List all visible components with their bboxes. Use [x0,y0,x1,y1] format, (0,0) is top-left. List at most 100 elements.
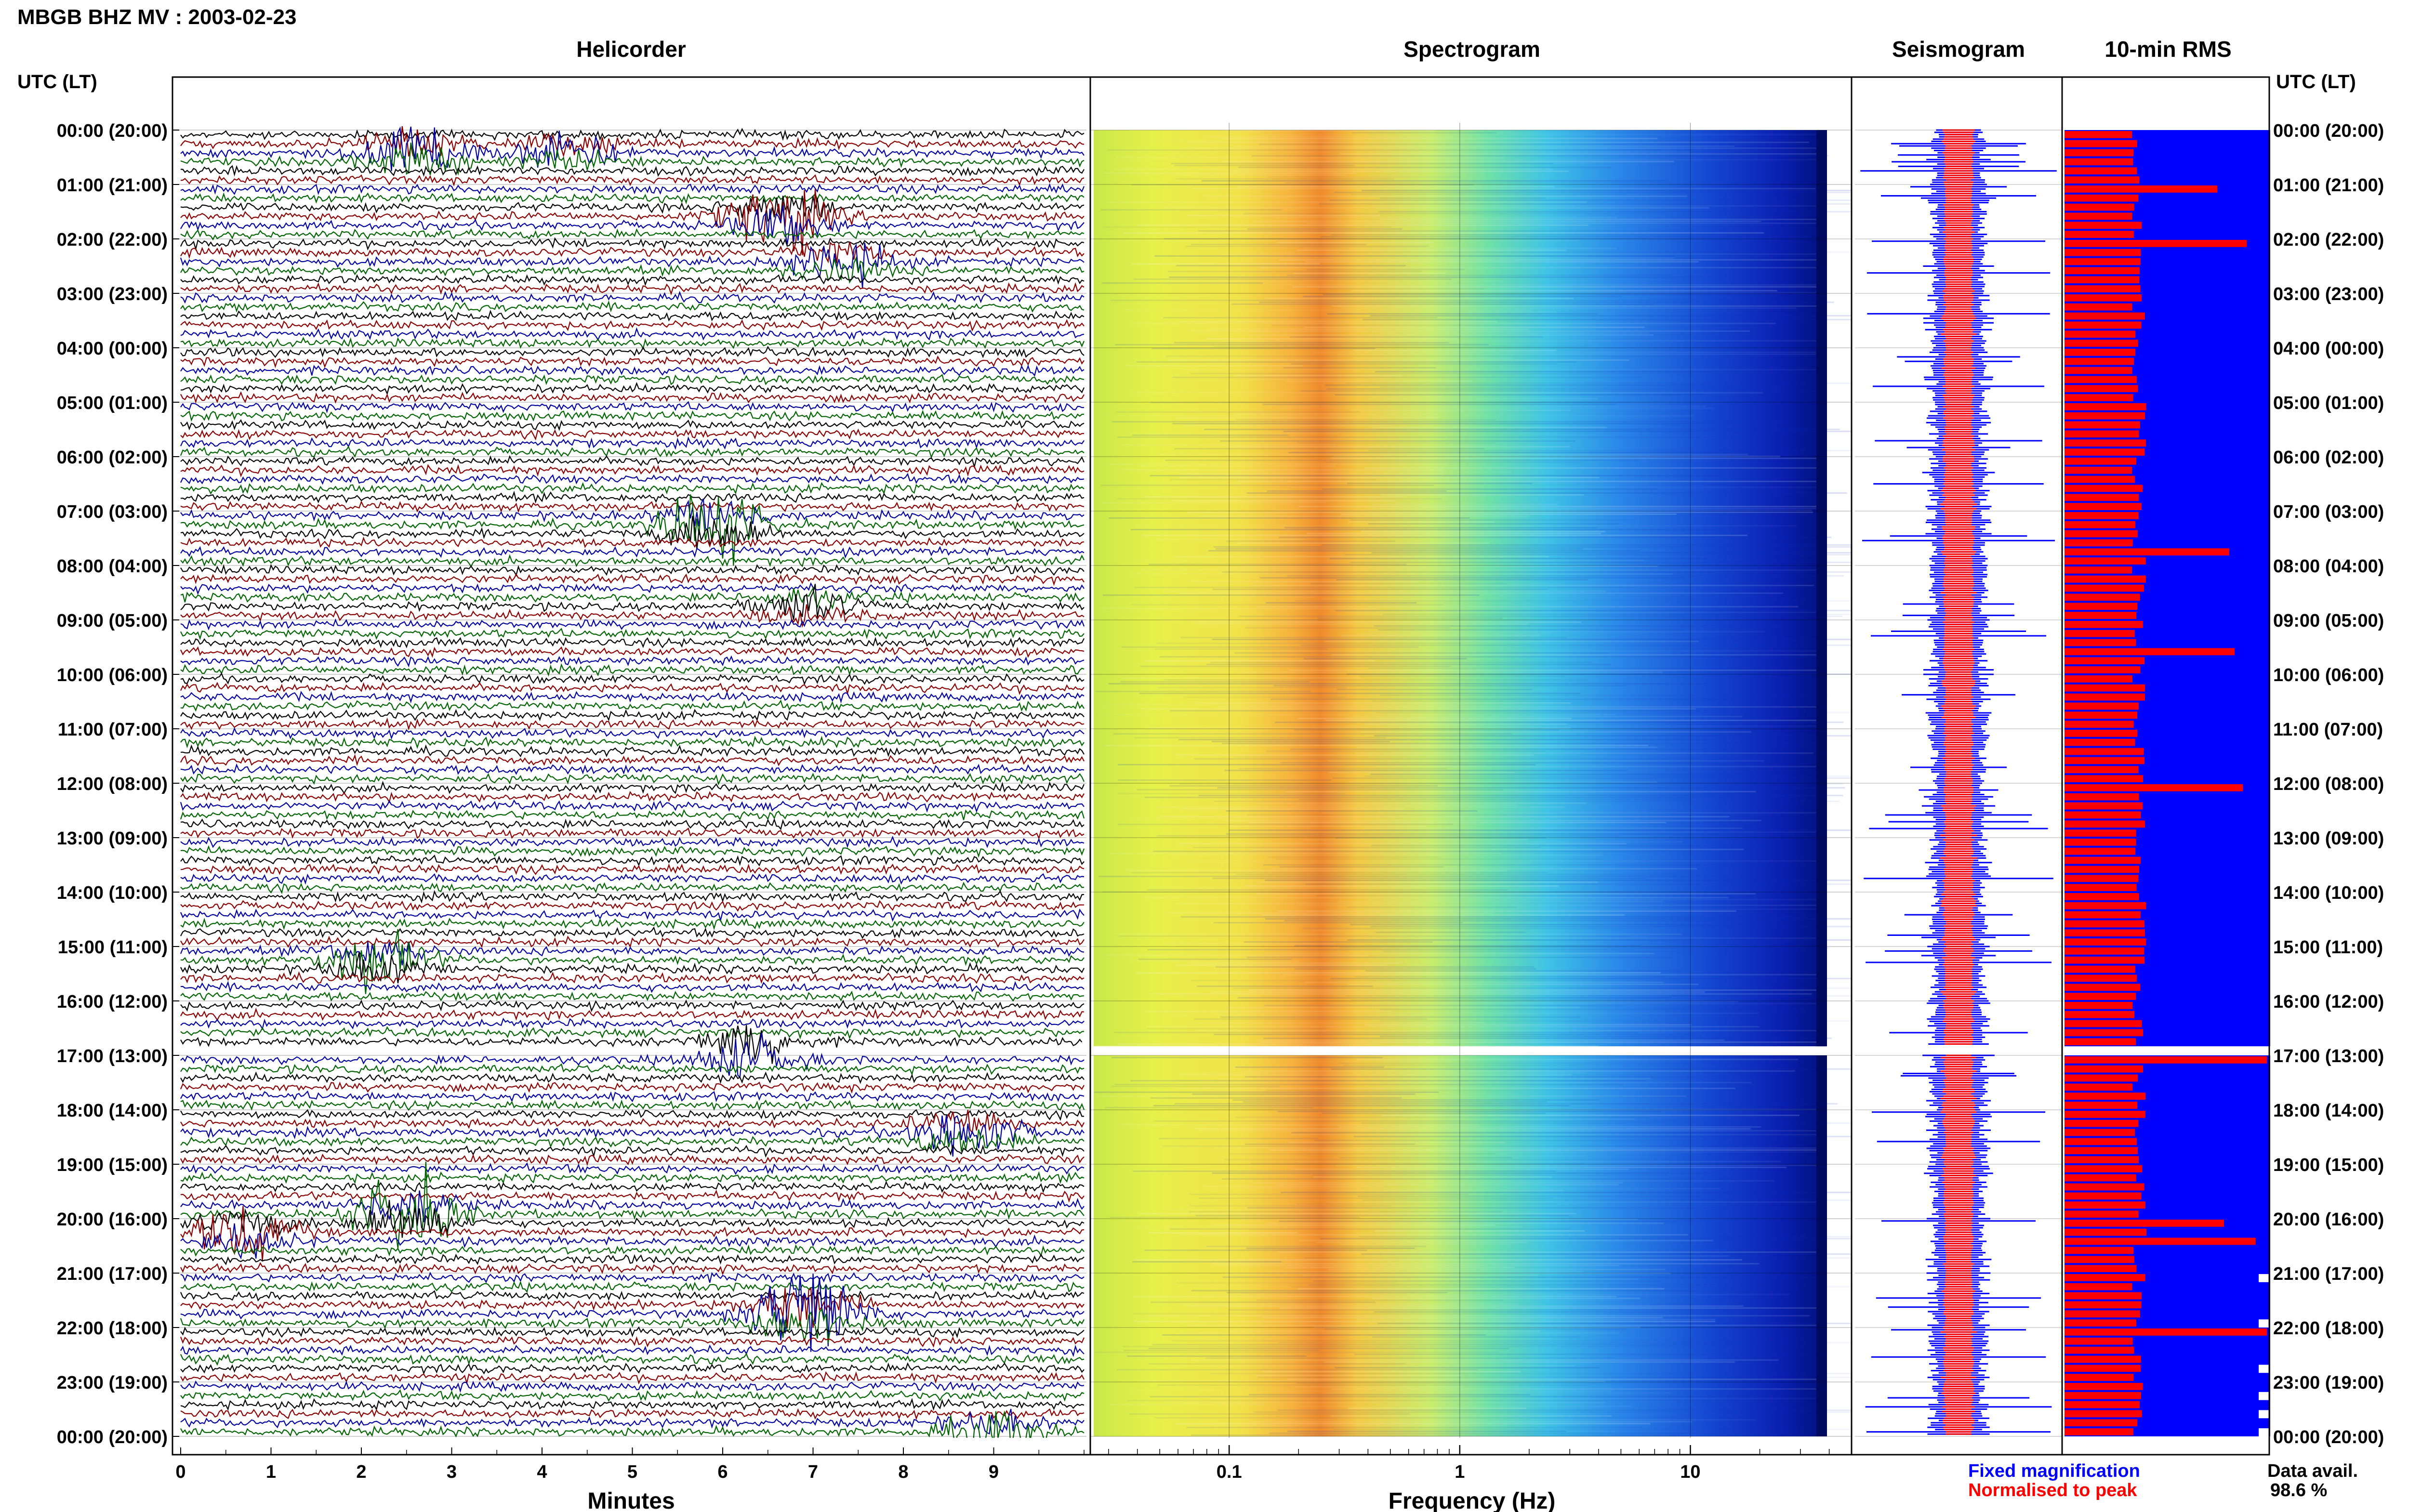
spectrogram-streak [1193,758,1739,760]
utc-hour-label-right: 10:00 (06:00) [2273,665,2384,685]
spectrogram-streak [1305,261,1699,263]
rms-bar [2065,1265,2137,1272]
spectrogram-streak [1287,1379,1817,1380]
spectrogram-streak [1375,371,1771,372]
spectrogram-streak [1295,968,1536,970]
spectrogram-streak [1108,683,1709,684]
spectrogram-streak [1356,1167,1787,1168]
x-tick-label: 8 [898,1462,908,1482]
spectrogram-streak [1137,560,1644,561]
helicorder-trace [180,482,1085,495]
spectrogram-streak [1296,1161,1781,1162]
spectrogram-streak [1212,639,1852,640]
spectrogram-streak [1335,1367,1600,1368]
spectrogram-streak [1116,1369,1479,1370]
spectrogram-streak [1287,575,1844,577]
helicorder-trace [180,646,1085,658]
spectrogram-streak [1206,1246,1426,1247]
rms-bar [2065,721,2134,728]
spectrogram-streak [1118,764,1536,765]
spectrogram-streak [1204,196,1687,197]
utc-hour-label: 07:00 (03:00) [57,502,168,522]
spectrogram-streak [1350,562,1852,563]
spectrogram-streak [1322,1113,1546,1114]
spectrogram-streak [1307,269,1465,270]
spectrogram-streak [1102,891,1680,893]
spectrogram-streak [1176,903,1427,904]
spectrogram-streak [1095,1045,1599,1047]
spectrogram-streak [1110,1404,1265,1405]
spectrogram-streak [1257,1300,1503,1301]
spectrogram-streak [1244,941,1433,943]
rms-bar [2065,621,2143,628]
spectrogram-streak [1295,600,1852,602]
rms-bar [2065,212,2132,220]
spectrogram-streak [1321,812,1831,814]
spectrogram-streak [1273,1109,1852,1110]
utc-hour-label: 15:00 (11:00) [58,937,168,958]
rms-bar [2065,1328,2267,1336]
spectrogram-streak [1311,1278,1639,1280]
spectrogram-streak [1214,1425,1507,1426]
spectrogram-streak [1198,1197,1553,1199]
spectrogram-streak [1188,1325,1824,1326]
spectrogram-streak [1333,1429,1852,1430]
seismogram-panel [1855,129,2062,1437]
spectrogram-streak [1234,375,1402,376]
spectrogram-streak [1263,864,1811,866]
spectrogram-streak [1284,527,1597,528]
spectrogram-streak [1336,579,1588,580]
spectrogram-streak [1318,288,1485,289]
spectrogram-streak [1111,300,1734,301]
spectrogram-streak [1180,369,1842,370]
spectrogram-streak [1356,747,1657,748]
helicorder-trace [180,499,1085,530]
helicorder-trace [180,663,1085,677]
spectrogram-streak [1357,1196,1704,1197]
rms-bar [2065,875,2139,882]
rms-bar [2065,1274,2145,1281]
helicorder-trace [180,1287,1085,1328]
helicorder-trace [180,1017,1085,1030]
spectrogram-streak [1291,486,1852,488]
rms-bar [2065,285,2141,292]
spectrogram-streak [1117,793,1345,794]
spectrogram-streak [1206,338,1458,340]
spectrogram-streak [1128,818,1380,819]
helicorder-trace [180,582,1085,595]
data-avail-value: 98.6 % [2270,1480,2327,1500]
spectrogram-streak [1284,920,1759,921]
rms-bar [2065,349,2136,356]
spectrogram-streak [1296,1382,1731,1384]
spectrogram-streak [1294,729,1559,731]
helicorder-trace [180,1280,1085,1293]
spectrogram-streak [1229,1330,1540,1332]
spectrogram-streak [1290,336,1543,338]
spectrogram-streak [1152,596,1315,598]
spectrogram-streak [1325,461,1582,463]
spectrogram-streak [1374,625,1781,627]
rms-bar [2065,993,2136,1000]
spectrogram-streak [1186,215,1380,216]
spectrogram-streak [1165,460,1639,461]
spectrogram-streak [1364,1024,1692,1026]
rms-bar [2065,1365,2141,1372]
spectrogram-streak [1227,1292,1448,1293]
spectrogram-streak [1132,434,1289,436]
rms-bar [2065,194,2139,202]
spectrogram-xlabel: Frequency (Hz) [1389,1488,1556,1512]
helicorder-trace [180,464,1085,477]
utc-hour-label-right: 17:00 (13:00) [2273,1046,2384,1066]
spectrogram-streak [1239,768,1447,769]
spectrogram-streak [1222,1276,1827,1278]
spectrogram-streak [1203,1186,1384,1187]
spectrogram-streak [1365,970,1681,972]
spectrogram-streak [1119,935,1628,937]
spectrogram-streak [1350,924,1777,925]
x-tick-label: 1 [266,1462,276,1482]
helicorder-trace [180,572,1085,586]
rms-bar [2065,1174,2136,1182]
rms-bar [2065,1038,2136,1046]
helicorder-trace [180,310,1085,322]
spectrogram-streak [1278,259,1852,261]
